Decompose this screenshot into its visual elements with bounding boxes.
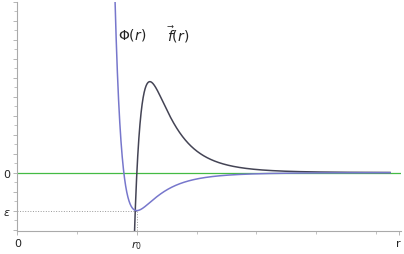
Text: $\Phi(r)$: $\Phi(r)$ xyxy=(118,27,147,43)
Text: $\vec{f}(r)$: $\vec{f}(r)$ xyxy=(167,25,189,45)
